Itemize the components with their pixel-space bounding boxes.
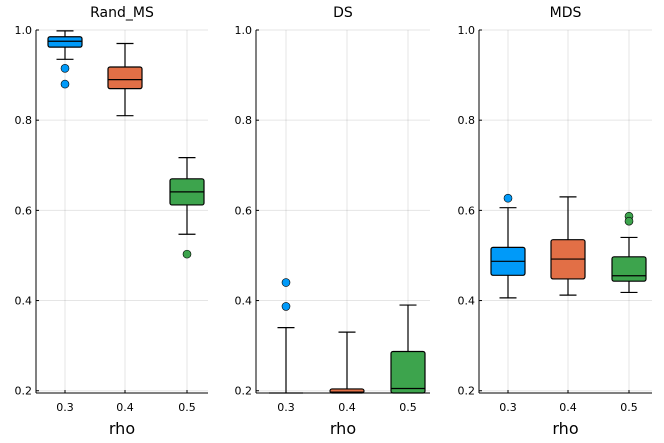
chart-panel-mds: 0.2 0.4 0.6 0.8 1.0 0.3 0.4 0.5 MDS rho xyxy=(458,5,652,438)
outlier-point xyxy=(60,64,70,73)
x-tick-label: 0.5 xyxy=(178,401,196,414)
box-0.3 xyxy=(269,278,303,394)
x-tick-label: 0.3 xyxy=(56,401,74,414)
box-body xyxy=(611,256,647,282)
x-tick-label: 0.4 xyxy=(116,401,134,414)
outlier-point xyxy=(281,278,291,287)
box-body xyxy=(390,350,426,394)
y-tick-label: 0.2 xyxy=(15,385,33,398)
outlier-point xyxy=(624,216,634,226)
y-tick-label: 0.6 xyxy=(458,204,476,217)
outlier-point xyxy=(281,302,291,311)
chart-title: MDS xyxy=(550,5,582,21)
y-tick-label: 0.8 xyxy=(458,114,476,127)
y-tick-label: 0.6 xyxy=(15,204,33,217)
x-tick-label: 0.5 xyxy=(399,401,417,414)
y-tick-label: 0.2 xyxy=(235,385,253,398)
box-0.4 xyxy=(550,196,586,296)
box-0.5 xyxy=(390,304,426,394)
y-tick-label: 0.4 xyxy=(458,295,476,308)
y-tick-label: 1.0 xyxy=(15,24,33,37)
y-tick-label: 0.6 xyxy=(235,204,253,217)
x-tick-label: 0.4 xyxy=(559,401,577,414)
x-axis-label: rho xyxy=(330,419,356,438)
chart-panel-ds: 0.2 0.4 0.6 0.8 1.0 0.3 0.4 0.5 DS rho xyxy=(235,5,430,438)
box-0.4 xyxy=(329,331,365,394)
box-body xyxy=(107,66,143,90)
x-axis-label: rho xyxy=(552,419,578,438)
box-body xyxy=(47,36,83,48)
y-tick-label: 0.8 xyxy=(235,114,253,127)
x-tick-label: 0.4 xyxy=(338,401,356,414)
box-0.5 xyxy=(611,211,647,294)
y-tick-label: 0.8 xyxy=(15,114,33,127)
chart-title: Rand_MS xyxy=(90,5,154,21)
chart-title: DS xyxy=(333,5,353,21)
x-tick-label: 0.3 xyxy=(499,401,517,414)
box-0.3 xyxy=(490,193,526,299)
box-0.4 xyxy=(107,42,143,117)
outlier-point xyxy=(182,249,192,259)
y-tick-label: 1.0 xyxy=(235,24,253,37)
x-tick-label: 0.5 xyxy=(620,401,638,414)
y-tick-label: 0.2 xyxy=(458,385,476,398)
y-tick-label: 0.4 xyxy=(235,295,253,308)
y-tick-label: 0.4 xyxy=(15,295,33,308)
outlier-point xyxy=(503,193,513,203)
x-tick-label: 0.3 xyxy=(277,401,295,414)
x-axis-label: rho xyxy=(109,419,135,438)
box-0.5 xyxy=(169,157,205,259)
outlier-point xyxy=(60,79,70,89)
box-0.3 xyxy=(47,30,83,89)
y-tick-label: 1.0 xyxy=(458,24,476,37)
